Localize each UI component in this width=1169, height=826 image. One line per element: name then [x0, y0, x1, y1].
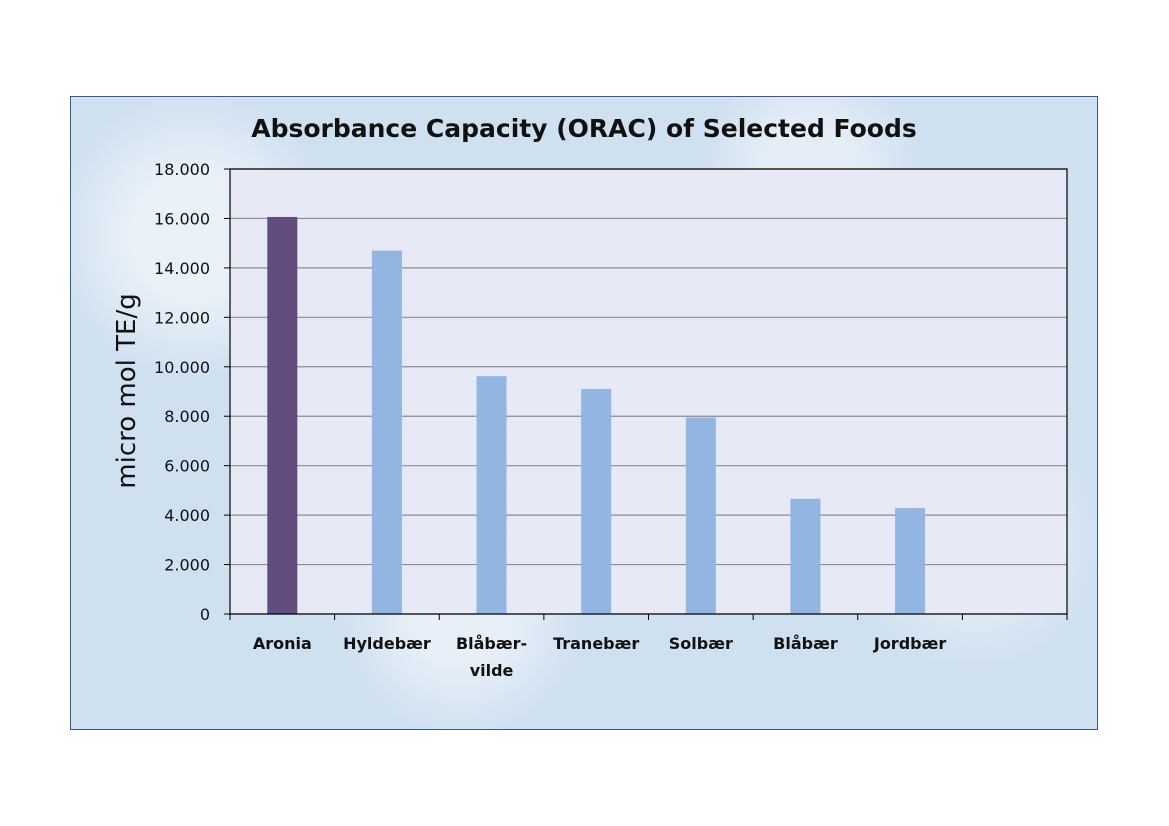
x-category-label: Aronia: [253, 634, 312, 653]
x-category-label: Tranebær: [553, 634, 639, 653]
bar-jordbær: [895, 507, 926, 614]
y-tick-label: 14.000: [154, 259, 210, 278]
y-tick-label: 4.000: [164, 506, 210, 525]
chart-title: Absorbance Capacity (ORAC) of Selected F…: [251, 114, 917, 143]
bar-blåbær: [790, 498, 821, 614]
y-tick-label: 12.000: [154, 308, 210, 327]
y-tick-label: 8.000: [164, 407, 210, 426]
x-category-label: vilde: [470, 661, 514, 680]
bar-aronia: [267, 216, 298, 614]
bar-tranebær: [581, 389, 612, 614]
bar-hyldebær: [371, 250, 402, 615]
y-tick-label: 16.000: [154, 209, 210, 228]
plot-border: [229, 168, 1068, 615]
y-tick-label: 2.000: [164, 556, 210, 575]
x-category-label: Blåbær: [773, 634, 838, 653]
x-category-label: Blåbær-: [456, 634, 527, 653]
y-tick-label: 6.000: [164, 457, 210, 476]
y-tick-label: 18.000: [154, 160, 210, 179]
plot-area: [230, 169, 1067, 614]
bar-blåbær: [476, 376, 507, 614]
bar-solbær: [685, 417, 716, 614]
y-tick-label: 10.000: [154, 358, 210, 377]
y-tick-label: 0: [200, 605, 210, 624]
x-category-label: Hyldebær: [343, 634, 431, 653]
x-category-label: Solbær: [669, 634, 733, 653]
x-category-label: Jordbær: [873, 634, 947, 653]
